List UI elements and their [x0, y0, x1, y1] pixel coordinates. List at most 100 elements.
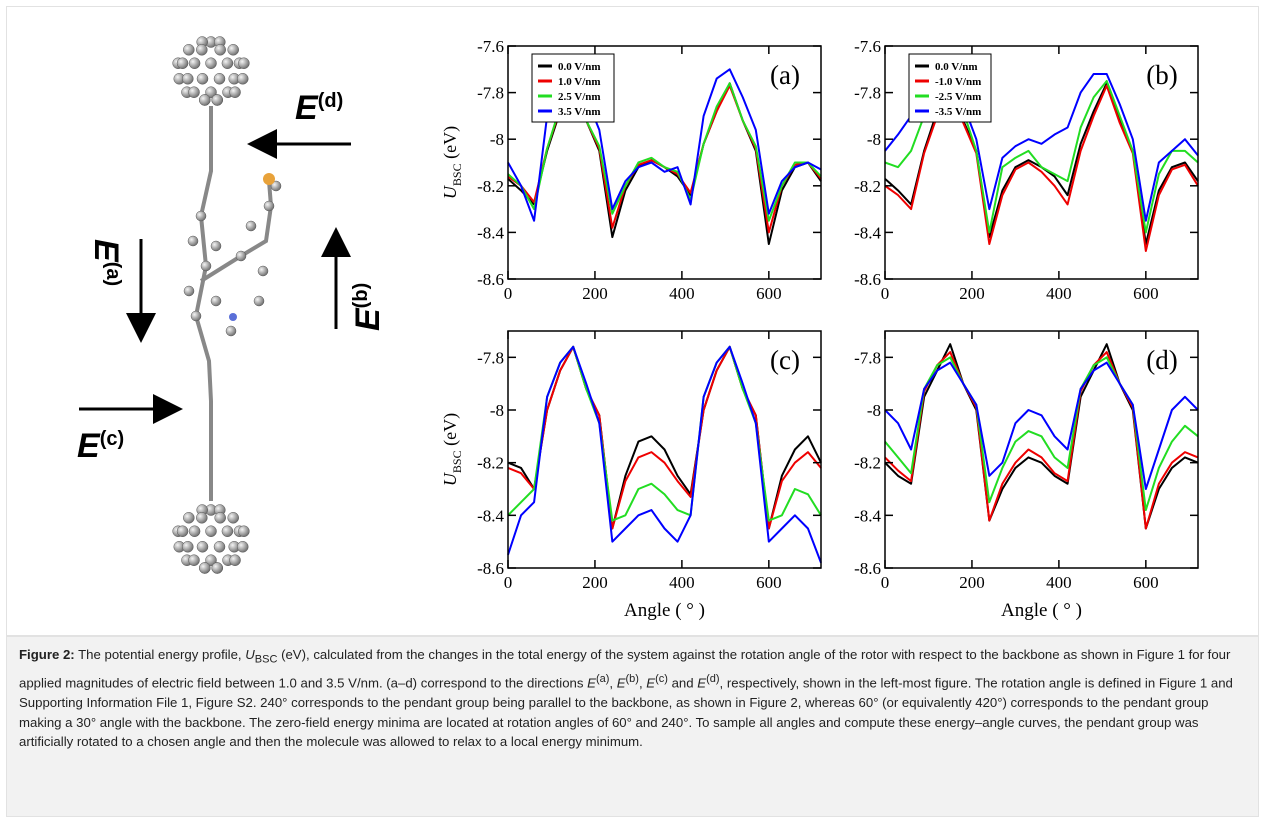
series-line	[508, 347, 821, 563]
atom	[183, 44, 194, 55]
atom	[238, 58, 249, 69]
legend-label: -1.0 V/nm	[935, 76, 981, 88]
atom	[199, 562, 210, 573]
caption-text: The potential energy profile,	[75, 647, 246, 662]
atom	[182, 73, 193, 84]
y-tick-label: -8.4	[477, 506, 504, 525]
pendant	[201, 181, 271, 281]
atom	[177, 526, 188, 537]
y-label-unit: (eV)	[440, 126, 461, 163]
x-tick-label: 200	[582, 284, 608, 303]
atom	[237, 541, 248, 552]
x-tick-label: 200	[959, 573, 985, 592]
y-tick-label: -8	[490, 401, 504, 420]
atom	[199, 94, 210, 105]
x-tick-label: 600	[756, 284, 782, 303]
atom	[254, 296, 264, 306]
field-label-d: E(d)	[295, 89, 343, 127]
field-symbol: E	[87, 239, 125, 263]
y-tick-label: -8.6	[854, 270, 881, 289]
y-tick-label: -8	[867, 130, 881, 149]
field-sup: (c)	[100, 428, 124, 450]
y-tick-label: -7.8	[477, 84, 504, 103]
field-label-a: E(a)	[87, 239, 125, 286]
atom	[182, 541, 193, 552]
caption-symbol: E	[646, 676, 655, 691]
caption-label: Figure 2:	[19, 647, 75, 662]
atom	[183, 512, 194, 523]
legend-label: 1.0 V/nm	[558, 76, 601, 88]
x-axis-label: Angle ( ° )	[624, 600, 705, 621]
atom	[191, 311, 201, 321]
legend-label: -3.5 V/nm	[935, 106, 981, 118]
atom	[264, 201, 274, 211]
y-axis-label: UBSC (eV)	[440, 126, 464, 199]
field-label-c: E(c)	[77, 427, 124, 465]
atom	[212, 94, 223, 105]
y-tick-label: -7.8	[477, 348, 504, 367]
y-label-symbol: U	[440, 472, 460, 486]
field-sup: (d)	[318, 90, 344, 112]
atom	[206, 58, 217, 69]
caption-text: ,	[609, 676, 616, 691]
x-tick-label: 400	[1046, 284, 1072, 303]
atom	[211, 241, 221, 251]
caption-sub: BSC	[255, 654, 278, 666]
atom	[189, 58, 200, 69]
field-symbol: E	[295, 89, 319, 127]
atom	[214, 541, 225, 552]
field-label-b: E(b)	[349, 283, 387, 331]
y-tick-label: -8.6	[477, 559, 504, 578]
atom	[237, 73, 248, 84]
x-tick-label: 0	[504, 284, 513, 303]
x-axis-label: Angle ( ° )	[1001, 600, 1082, 621]
field-symbol: E	[349, 307, 387, 331]
atom	[189, 526, 200, 537]
atom	[206, 526, 217, 537]
panel-label: (b)	[1146, 60, 1177, 90]
y-tick-label: -8.4	[477, 223, 504, 242]
caption-symbol: U	[245, 647, 255, 662]
atom	[238, 526, 249, 537]
atom	[228, 44, 239, 55]
x-tick-label: 600	[756, 573, 782, 592]
molecule-diagram	[173, 37, 281, 574]
legend-label: 3.5 V/nm	[558, 106, 601, 118]
y-tick-label: -8.2	[477, 454, 504, 473]
atom	[222, 526, 233, 537]
y-label-sub: BSC	[450, 450, 464, 473]
x-tick-label: 0	[881, 573, 890, 592]
atom	[189, 87, 200, 98]
caption-sup: (a)	[596, 673, 609, 685]
caption-symbol: E	[617, 676, 626, 691]
y-tick-label: -8.2	[854, 177, 881, 196]
panel-label: (c)	[770, 345, 800, 375]
legend-label: 2.5 V/nm	[558, 91, 601, 103]
atom	[214, 73, 225, 84]
atom	[184, 286, 194, 296]
atom	[229, 313, 237, 321]
x-tick-label: 400	[669, 573, 695, 592]
atom	[215, 44, 226, 55]
atom	[212, 562, 223, 573]
caption-sup: (b)	[626, 673, 639, 685]
y-tick-label: -7.6	[477, 37, 504, 56]
atom	[196, 512, 207, 523]
panel-label: (d)	[1146, 345, 1177, 375]
legend-label: 0.0 V/nm	[935, 61, 978, 73]
x-tick-label: 200	[959, 284, 985, 303]
y-tick-label: -8.6	[477, 270, 504, 289]
atom	[211, 296, 221, 306]
x-tick-label: 600	[1133, 573, 1159, 592]
caption-sup: (c)	[655, 673, 668, 685]
y-label-unit: (eV)	[440, 413, 461, 450]
y-tick-label: -8.4	[854, 506, 881, 525]
x-tick-label: 400	[669, 284, 695, 303]
atom	[222, 58, 233, 69]
caption-sup: (d)	[706, 673, 719, 685]
atom	[230, 87, 241, 98]
y-tick-label: -8	[867, 401, 881, 420]
atom	[230, 555, 241, 566]
atom	[226, 326, 236, 336]
atom	[246, 221, 256, 231]
